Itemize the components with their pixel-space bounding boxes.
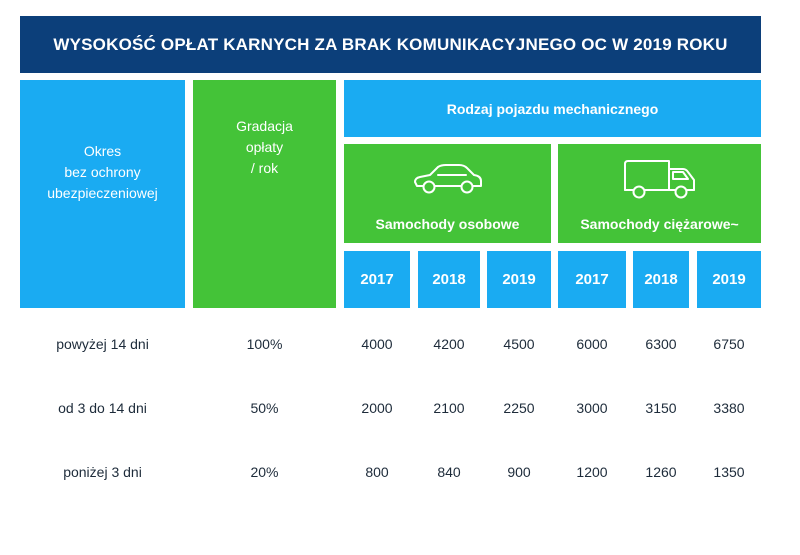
header-gradation-label: Gradacja opłaty / rok [236,117,293,176]
table-cell: 4500 [503,336,535,352]
table-cell: 1350 [713,464,745,480]
table-cell: 3380 [713,400,745,416]
table-cell: 6300 [645,336,677,352]
header-cars: Samochody osobowe [344,144,551,243]
header-period-label: Okres bez ochrony ubezpieczeniowej [47,142,158,201]
table-cell: 6000 [576,336,608,352]
header-vehicle-type-label: Rodzaj pojazdu mechanicznego [446,100,659,117]
row-gradation: 100% [246,336,283,352]
year-header: 2017 [344,251,410,308]
year-header: 2019 [487,251,551,308]
table-cell: 3150 [645,400,677,416]
car-icon [413,164,482,194]
header-cars-label: Samochody osobowe [375,216,520,232]
row-gradation: 20% [250,464,279,480]
table-cell: 1260 [645,464,677,480]
table-cell: 2100 [433,400,465,416]
table-cell: 3000 [576,400,608,416]
table-cell: 6750 [713,336,745,352]
table-cell: 4000 [361,336,393,352]
year-header: 2018 [418,251,480,308]
table-cell: 2250 [503,400,535,416]
table-cell: 1200 [576,464,608,480]
page-title: WYSOKOŚĆ OPŁAT KARNYCH ZA BRAK KOMUNIKAC… [20,16,761,73]
row-gradation: 50% [250,400,279,416]
table-cell: 2000 [361,400,393,416]
header-gradation: Gradacja opłaty / rok [193,80,336,308]
year-header: 2019 [697,251,761,308]
table-cell: 800 [365,464,389,480]
header-trucks: Samochody ciężarowe~ [558,144,761,243]
year-header: 2018 [633,251,689,308]
row-label: od 3 do 14 dni [58,400,147,416]
year-header: 2017 [558,251,626,308]
table-cell: 840 [437,464,461,480]
row-label: powyżej 14 dni [56,336,149,352]
header-period: Okres bez ochrony ubezpieczeniowej [20,80,185,308]
table-cell: 900 [507,464,531,480]
header-trucks-label: Samochody ciężarowe~ [580,216,739,232]
row-label: poniżej 3 dni [63,464,142,480]
header-vehicle-type: Rodzaj pojazdu mechanicznego [344,80,761,137]
truck-icon [623,160,695,199]
table-cell: 4200 [433,336,465,352]
